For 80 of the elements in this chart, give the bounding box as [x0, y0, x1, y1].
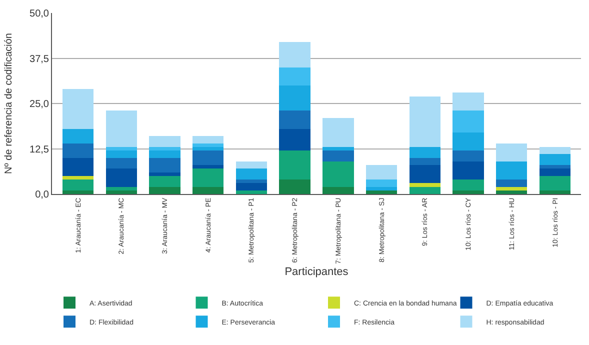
bar	[409, 158, 441, 166]
bar	[409, 183, 441, 187]
bar	[106, 168, 137, 187]
bar	[539, 146, 571, 154]
bar	[62, 89, 94, 129]
bar	[236, 168, 268, 180]
bar	[279, 42, 310, 68]
y-tick-label: 37,5	[30, 54, 50, 65]
x-axis-title: Participantes	[284, 266, 349, 278]
bar	[366, 190, 398, 194]
bar	[452, 180, 484, 190]
bar	[192, 168, 224, 187]
bar	[62, 180, 94, 190]
bar	[452, 150, 484, 162]
y-tick-label: 25,0	[30, 99, 50, 110]
bar	[539, 154, 571, 166]
bar	[236, 183, 268, 190]
bar	[192, 186, 224, 194]
bar	[452, 161, 484, 180]
bar	[322, 150, 354, 162]
bar	[149, 150, 180, 158]
bar	[496, 186, 528, 190]
bar	[496, 161, 528, 180]
bar	[409, 186, 441, 194]
bar	[539, 165, 571, 169]
bar	[62, 176, 94, 180]
bar	[149, 172, 180, 176]
bar	[192, 165, 224, 169]
bar	[106, 190, 137, 194]
bar	[149, 186, 180, 194]
bar	[106, 150, 137, 158]
bar	[192, 146, 224, 151]
bar	[236, 180, 268, 184]
bar	[452, 92, 484, 111]
bar	[539, 168, 571, 176]
bar	[496, 190, 528, 194]
bar	[409, 146, 441, 158]
bar	[539, 176, 571, 190]
bar	[106, 186, 137, 190]
bar	[496, 143, 528, 162]
y-tick-label: 0,0	[35, 190, 50, 200]
bar	[62, 190, 94, 194]
bar	[366, 180, 398, 187]
bar	[496, 180, 528, 187]
y-tick-label: 50,0	[30, 8, 50, 20]
bar	[322, 186, 354, 194]
bar	[149, 146, 180, 151]
bar	[322, 118, 354, 147]
bar	[192, 150, 224, 166]
bar	[106, 146, 137, 151]
y-axis-title: Nº de referencia de codificación	[4, 33, 15, 174]
bar	[106, 110, 137, 147]
bar	[62, 128, 94, 144]
y-tick-label: 12,5	[30, 144, 50, 156]
bar	[279, 85, 310, 111]
bar	[192, 136, 224, 144]
bar	[409, 165, 441, 184]
bar	[279, 180, 310, 194]
bar	[149, 136, 180, 147]
bar	[452, 132, 484, 151]
bar	[62, 158, 94, 176]
bar	[366, 165, 398, 180]
bar	[539, 190, 571, 194]
bar	[279, 150, 310, 180]
bar	[409, 96, 441, 147]
bar	[192, 143, 224, 147]
bar	[236, 161, 268, 169]
bar	[279, 110, 310, 129]
bar	[149, 158, 180, 172]
bar	[322, 146, 354, 151]
bar	[149, 176, 180, 187]
bar	[62, 143, 94, 158]
bar	[366, 186, 398, 190]
bar	[236, 190, 268, 194]
bar	[452, 110, 484, 132]
bar	[279, 67, 310, 86]
bar	[106, 158, 137, 169]
bar	[279, 128, 310, 151]
bar	[322, 161, 354, 187]
bar	[452, 190, 484, 194]
